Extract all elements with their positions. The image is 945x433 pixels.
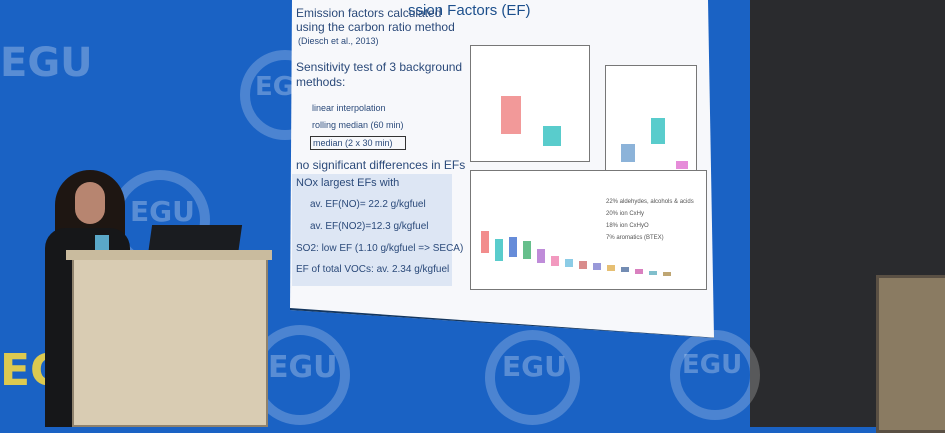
box <box>543 126 561 146</box>
box <box>663 272 671 276</box>
text: SO2: low EF (1.10 g/kgfuel => SECA) <box>296 243 464 254</box>
box <box>676 161 688 169</box>
box <box>481 231 489 253</box>
box <box>565 259 573 267</box>
speaker-face <box>75 182 105 224</box>
presenter-name: Liselotte Tinel <box>318 318 374 333</box>
podium <box>72 255 268 427</box>
box <box>509 237 517 257</box>
highlight <box>292 174 452 286</box>
box <box>621 267 629 272</box>
chart-panel <box>605 65 697 172</box>
bullet: median (2 x 30 min) <box>310 136 406 150</box>
side-panel <box>876 275 945 433</box>
podium-top <box>66 250 272 260</box>
text: no significant differences in EFs <box>296 158 466 172</box>
logo-text: EGU <box>268 350 338 385</box>
text: Emission factors calculated <box>296 6 442 20</box>
logo-ring <box>485 330 580 425</box>
box <box>501 96 521 134</box>
legend-text: 22% aldehydes, alcohols & acids <box>606 199 694 205</box>
box <box>495 239 503 261</box>
text: av. EF(NO)= 22.2 g/kgfuel <box>310 199 426 210</box>
text: methods: <box>296 75 346 89</box>
text: av. EF(NO2)=12.3 g/kgfuel <box>310 221 429 232</box>
box <box>621 144 635 162</box>
chart-panel <box>470 45 590 162</box>
box <box>523 241 531 259</box>
bullet: rolling median (60 min) <box>312 120 404 130</box>
box <box>537 249 545 263</box>
box <box>593 263 601 270</box>
logo-text: EGU <box>0 40 93 86</box>
text: NOx largest EFs with <box>296 177 400 189</box>
logo-text: EGU <box>682 350 743 380</box>
legend-text: 18% ion CxHyO <box>606 223 649 229</box>
box <box>651 118 665 144</box>
slide-title: ssion Factors (EF) <box>408 2 531 19</box>
box <box>607 265 615 271</box>
legend-text: 20% ion CxHy <box>606 211 645 217</box>
text: Sensitivity test of 3 background <box>296 60 463 74</box>
box <box>579 261 587 269</box>
logo-text: EGU <box>502 350 567 383</box>
box <box>649 271 657 275</box>
text: (Diesch et al., 2013) <box>298 36 379 46</box>
logo-text: EGU <box>130 195 195 228</box>
legend-text: 7% aromatics (BTEX) <box>606 235 664 241</box>
box <box>635 269 643 274</box>
chart-panel: 22% aldehydes, alcohols & acids 20% ion … <box>470 170 707 290</box>
text: EF of total VOCs: av. 2.34 g/kgfuel <box>296 264 450 275</box>
text: using the carbon ratio method <box>296 20 455 34</box>
box <box>551 256 559 266</box>
bullet: linear interpolation <box>312 103 386 113</box>
logo-ring <box>670 330 760 420</box>
slide: ssion Factors (EF) Emission factors calc… <box>290 0 714 338</box>
